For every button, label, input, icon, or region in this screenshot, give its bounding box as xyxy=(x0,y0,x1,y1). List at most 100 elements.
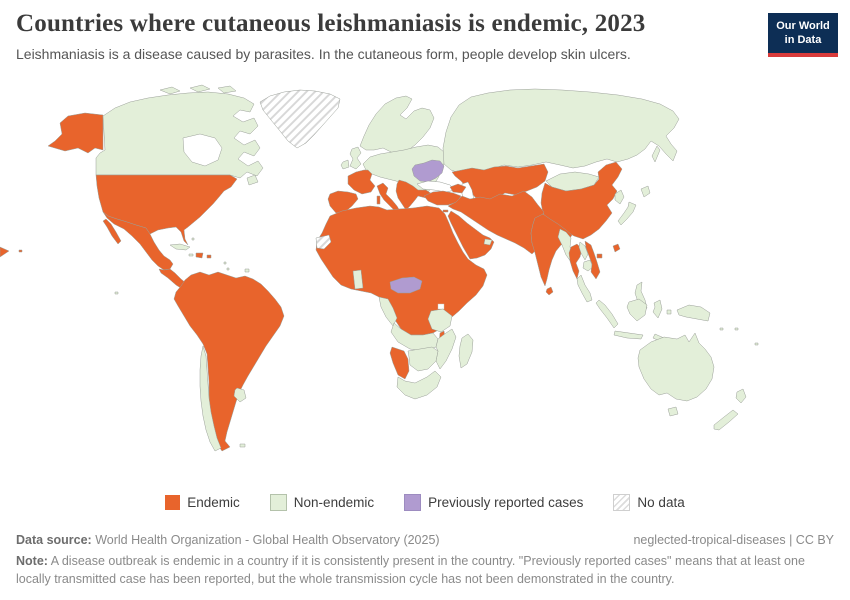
legend-item-non-endemic[interactable]: Non-endemic xyxy=(269,494,375,511)
region-arctic-island-1[interactable] xyxy=(159,86,181,95)
dataset-license-link[interactable]: neglected-tropical-diseases | CC BY xyxy=(633,533,834,547)
region-france[interactable] xyxy=(347,169,376,195)
previously-reported-swatch-icon xyxy=(404,494,422,511)
region-cyprus[interactable] xyxy=(442,209,449,213)
region-java[interactable] xyxy=(613,330,644,340)
region-mexico[interactable] xyxy=(102,211,174,271)
region-pacific-island-2[interactable] xyxy=(754,342,759,346)
chart-subtitle: Leishmaniasis is a disease caused by par… xyxy=(16,45,631,62)
no-data-swatch-icon xyxy=(613,494,631,511)
lake-victoria xyxy=(437,303,445,310)
region-hainan[interactable] xyxy=(596,253,603,259)
data-source-text: World Health Organization - Global Healt… xyxy=(91,533,440,547)
region-sulawesi[interactable] xyxy=(652,299,663,319)
region-ireland[interactable] xyxy=(340,159,350,170)
region-caucasus[interactable] xyxy=(449,183,467,194)
region-sumatra[interactable] xyxy=(595,299,619,329)
region-trinidad[interactable] xyxy=(244,268,250,273)
region-sri-lanka[interactable] xyxy=(545,286,554,296)
legend-label: Endemic xyxy=(187,495,240,510)
region-taiwan[interactable] xyxy=(612,243,621,253)
owid-logo[interactable]: Our World in Data xyxy=(768,13,838,57)
region-baja-california[interactable] xyxy=(102,218,122,245)
region-russia[interactable] xyxy=(442,88,680,174)
region-alaska[interactable] xyxy=(47,112,104,154)
region-madagascar[interactable] xyxy=(458,333,474,369)
legend-label: No data xyxy=(637,495,685,510)
region-puerto-rico[interactable] xyxy=(206,254,212,259)
region-western-sahara[interactable] xyxy=(315,234,332,250)
region-canada[interactable] xyxy=(95,91,264,179)
region-antilles-2[interactable] xyxy=(226,267,230,271)
region-south-africa[interactable] xyxy=(396,370,442,400)
region-italy[interactable] xyxy=(376,182,401,213)
region-greenland[interactable] xyxy=(259,89,341,149)
owid-logo-line2: in Data xyxy=(784,34,822,47)
region-falklands[interactable] xyxy=(239,443,246,448)
region-hawaii[interactable] xyxy=(18,249,23,253)
region-united-kingdom[interactable] xyxy=(349,146,362,170)
region-chile[interactable] xyxy=(199,345,222,452)
note-label: Note: xyxy=(16,554,48,568)
region-ukraine[interactable] xyxy=(411,159,445,183)
region-tasmania[interactable] xyxy=(667,406,679,417)
region-australia[interactable] xyxy=(637,332,715,402)
region-jamaica[interactable] xyxy=(188,253,194,257)
region-uae[interactable] xyxy=(483,238,493,246)
region-bahamas[interactable] xyxy=(191,237,195,241)
data-source-label: Data source: xyxy=(16,533,92,547)
legend-item-no-data[interactable]: No data xyxy=(613,494,685,511)
region-iberia[interactable] xyxy=(327,190,359,214)
chart-header: Countries where cutaneous leishmaniasis … xyxy=(16,10,760,62)
region-hispaniola[interactable] xyxy=(195,252,204,259)
non-endemic-swatch-icon xyxy=(269,494,287,511)
region-pacific-island-1[interactable] xyxy=(734,327,739,331)
region-borneo[interactable] xyxy=(626,298,648,322)
endemic-swatch-icon xyxy=(165,495,181,510)
region-hokkaido[interactable] xyxy=(640,185,651,198)
region-arctic-island-2[interactable] xyxy=(189,84,211,93)
region-sardinia[interactable] xyxy=(376,195,381,205)
region-moluccas[interactable] xyxy=(666,309,672,315)
region-japan[interactable] xyxy=(617,201,637,226)
hudson-bay xyxy=(182,133,223,167)
region-cuba[interactable] xyxy=(169,243,191,251)
chart-footer: Data source: World Health Organization -… xyxy=(16,533,834,588)
region-south-america-endemic[interactable] xyxy=(173,271,285,452)
region-ghana[interactable] xyxy=(352,269,364,290)
region-central-african-republic[interactable] xyxy=(389,276,423,294)
legend-item-endemic[interactable]: Endemic xyxy=(165,495,240,510)
region-balkans-greece[interactable] xyxy=(395,179,433,211)
region-mozambique[interactable] xyxy=(435,328,457,370)
region-new-zealand-south[interactable] xyxy=(713,409,739,431)
region-cambodia[interactable] xyxy=(582,259,594,272)
region-antilles-1[interactable] xyxy=(223,261,227,265)
owid-logo-line1: Our World xyxy=(776,20,830,32)
region-sakhalin[interactable] xyxy=(651,145,661,163)
region-galapagos[interactable] xyxy=(114,291,119,295)
legend-item-previously-reported[interactable]: Previously reported cases xyxy=(404,494,583,511)
region-north-africa-sahel-horn[interactable] xyxy=(315,205,488,336)
region-vietnam[interactable] xyxy=(584,240,601,280)
region-new-zealand-north[interactable] xyxy=(735,388,747,404)
region-gabon-congo[interactable] xyxy=(378,296,398,327)
region-newfoundland[interactable] xyxy=(246,174,259,186)
region-new-guinea[interactable] xyxy=(676,304,711,322)
region-korea[interactable] xyxy=(614,189,625,205)
region-pacific-island-3[interactable] xyxy=(719,327,724,331)
region-arctic-island-3[interactable] xyxy=(217,85,237,94)
region-tanzania[interactable] xyxy=(427,308,453,333)
region-namibia[interactable] xyxy=(389,346,410,380)
region-arabia[interactable] xyxy=(447,210,495,260)
legend-label: Non-endemic xyxy=(293,495,375,510)
region-botswana-zimbabwe[interactable] xyxy=(407,346,439,372)
region-malay-peninsula[interactable] xyxy=(576,274,593,303)
footer-note: Note: A disease outbreak is endemic in a… xyxy=(16,553,834,588)
region-uruguay[interactable] xyxy=(233,387,247,403)
region-map-wrap-arrow xyxy=(0,246,10,258)
note-text: A disease outbreak is endemic in a count… xyxy=(16,554,805,586)
world-map[interactable] xyxy=(0,84,850,476)
region-laos[interactable] xyxy=(578,241,589,261)
map-legend: Endemic Non-endemic Previously reported … xyxy=(0,494,850,511)
